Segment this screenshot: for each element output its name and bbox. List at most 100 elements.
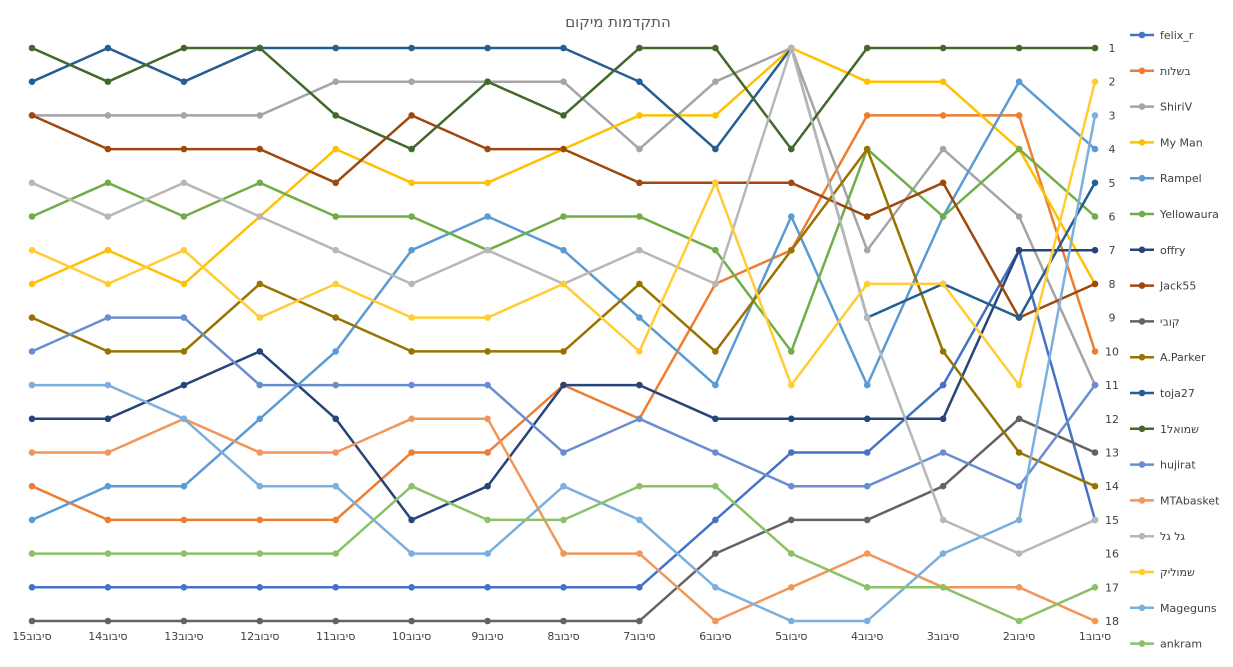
- data-point: [104, 44, 112, 52]
- data-point: [408, 314, 415, 321]
- data-point: [939, 78, 947, 85]
- x-tick-label: סיבוב6: [699, 630, 731, 643]
- data-point: [484, 145, 491, 153]
- y-tick-label: 17: [1105, 581, 1119, 594]
- data-point: [939, 112, 947, 119]
- legend-item: Rampel: [1130, 172, 1202, 185]
- data-point: [863, 314, 871, 321]
- data-point: [788, 617, 795, 625]
- data-point: [1015, 415, 1023, 423]
- data-point: [104, 550, 112, 557]
- series-markers: [28, 44, 1099, 625]
- data-point: [560, 348, 567, 355]
- legend-item: שמוליק: [1130, 566, 1195, 579]
- data-point: [332, 280, 340, 288]
- data-point: [332, 381, 340, 389]
- y-tick-label: 18: [1105, 615, 1119, 628]
- data-point: [1091, 280, 1099, 288]
- legend-swatch-marker: [1138, 497, 1146, 504]
- series-line-11: [30, 46, 1097, 151]
- y-tick-label: 7: [1109, 244, 1116, 257]
- legend-label: Mageguns: [1160, 602, 1217, 615]
- data-point: [28, 415, 36, 423]
- legend-swatch-marker: [1138, 174, 1146, 182]
- legend-item: Mageguns: [1130, 602, 1217, 615]
- data-point: [788, 246, 795, 254]
- data-point: [939, 449, 947, 456]
- data-point: [712, 179, 719, 187]
- data-point: [408, 449, 415, 456]
- data-point: [484, 482, 491, 490]
- legend-item: שמואל1: [1130, 423, 1199, 436]
- data-point: [1091, 145, 1099, 153]
- legend-item: offry: [1130, 244, 1186, 257]
- legend-swatch-marker: [1138, 461, 1146, 468]
- data-point: [256, 482, 264, 490]
- legend-label: שמואל1: [1160, 423, 1199, 436]
- data-point: [636, 314, 643, 321]
- data-point: [560, 617, 567, 625]
- data-point: [636, 482, 643, 490]
- legend-label: MTAbasket: [1160, 494, 1220, 507]
- data-point: [484, 415, 491, 423]
- data-point: [788, 550, 795, 557]
- x-tick-label: סיבוב14: [88, 630, 127, 643]
- y-tick-label: 4: [1109, 143, 1116, 156]
- legend-label: My Man: [1160, 136, 1203, 149]
- data-point: [104, 381, 112, 389]
- data-point: [28, 482, 36, 490]
- data-point: [712, 516, 719, 524]
- legend-item: ankram: [1130, 638, 1202, 651]
- data-point: [256, 348, 264, 355]
- legend-label: ankram: [1160, 638, 1202, 651]
- data-point: [408, 381, 415, 389]
- data-point: [484, 348, 491, 355]
- data-point: [484, 584, 491, 591]
- data-point: [636, 415, 643, 423]
- data-point: [1015, 314, 1023, 321]
- legend-swatch-marker: [1138, 210, 1146, 218]
- data-point: [256, 584, 264, 591]
- data-point: [863, 44, 871, 52]
- data-point: [332, 314, 340, 321]
- data-point: [408, 246, 415, 254]
- data-point: [104, 246, 112, 254]
- data-point: [1091, 381, 1099, 389]
- data-point: [636, 145, 643, 153]
- data-point: [939, 145, 947, 153]
- legend-label: offry: [1160, 244, 1186, 257]
- data-point: [636, 516, 643, 524]
- data-point: [180, 179, 188, 187]
- data-point: [408, 44, 415, 52]
- data-point: [788, 584, 795, 591]
- data-point: [712, 482, 719, 490]
- data-point: [560, 78, 567, 85]
- data-point: [484, 213, 491, 220]
- y-tick-label: 12: [1105, 413, 1119, 426]
- data-point: [28, 280, 36, 288]
- data-point: [863, 516, 871, 524]
- data-point: [104, 482, 112, 490]
- data-point: [560, 584, 567, 591]
- data-point: [180, 550, 188, 557]
- series-line-1: [30, 114, 1097, 522]
- data-point: [712, 246, 719, 254]
- data-point: [863, 381, 871, 389]
- y-tick-label: 3: [1109, 109, 1116, 122]
- data-point: [1091, 78, 1099, 85]
- data-point: [1091, 617, 1099, 625]
- data-point: [256, 44, 264, 52]
- legend-item: ShiriV: [1130, 101, 1193, 114]
- data-point: [560, 280, 567, 288]
- data-point: [28, 314, 36, 321]
- data-point: [28, 617, 36, 625]
- data-point: [256, 213, 264, 220]
- data-point: [332, 584, 340, 591]
- data-point: [408, 516, 415, 524]
- data-point: [560, 213, 567, 220]
- data-point: [28, 584, 36, 591]
- data-point: [256, 449, 264, 456]
- data-point: [560, 516, 567, 524]
